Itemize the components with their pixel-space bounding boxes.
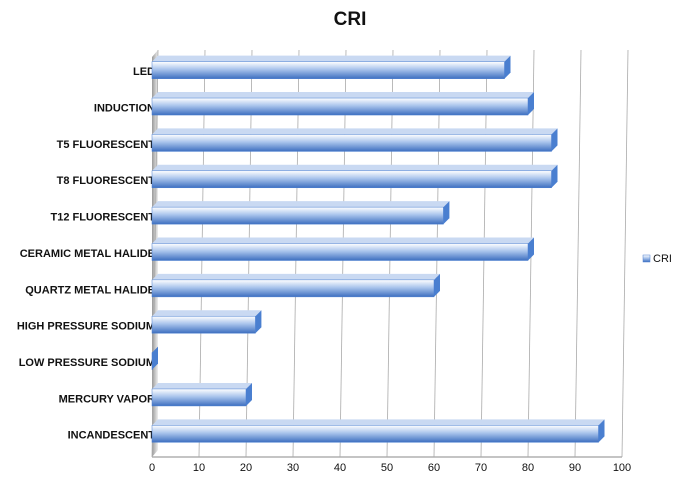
bar-face [551, 128, 558, 152]
x-tick-label: 30 [287, 462, 299, 474]
x-tick-label: 40 [334, 462, 346, 474]
y-tick-label: INCANDESCENT [68, 430, 156, 442]
bar [151, 382, 252, 407]
bar [151, 128, 558, 152]
bar-face [151, 170, 552, 189]
bar-face [151, 279, 435, 298]
x-tick-label: 70 [475, 462, 487, 474]
bar [151, 201, 450, 225]
bar-face [528, 237, 534, 261]
x-tick-label: 100 [613, 462, 631, 474]
bar [151, 237, 534, 261]
chart-title: CRI [334, 9, 367, 30]
bar-face [246, 382, 252, 406]
bar-face [151, 206, 444, 225]
y-tick-label: INDUCTION [94, 102, 155, 114]
bar-face [434, 273, 440, 297]
bar [151, 419, 605, 443]
x-tick-label: 50 [381, 462, 393, 474]
bar-face [152, 164, 558, 171]
y-tick-label: HIGH PRESSURE SODIUM [17, 321, 155, 333]
bar-face [152, 382, 252, 389]
y-tick-label: CERAMIC METAL HALIDE [20, 248, 155, 260]
x-tick-label: 20 [240, 462, 252, 474]
y-tick-label: LED [133, 66, 155, 78]
bar-face [152, 310, 262, 317]
bar-face [598, 419, 605, 443]
bar-face [551, 164, 558, 188]
bar-face [255, 310, 262, 334]
legend-label: CRI [653, 253, 672, 265]
x-tick-label: 60 [428, 462, 440, 474]
bar-face [151, 97, 529, 116]
y-tick-label: MERCURY VAPOR [59, 393, 155, 405]
y-tick-label: T12 FLUORESCENT [50, 212, 155, 224]
bar-face [152, 273, 440, 280]
x-tick-label: 80 [522, 462, 534, 474]
y-tick-label: T5 FLUORESCENT [57, 139, 156, 151]
bar-face [152, 92, 534, 99]
bar-face [443, 201, 450, 225]
bar-face [152, 55, 511, 62]
bar [151, 55, 511, 79]
bar-face [504, 55, 511, 79]
x-tick-label: 0 [149, 462, 155, 474]
grid-line [621, 49, 629, 458]
bar-face [152, 346, 158, 370]
bar-face [152, 237, 534, 244]
y-tick-label: LOW PRESSURE SODIUM [19, 357, 155, 369]
bar [151, 273, 440, 298]
bar-face [151, 61, 505, 79]
bar [151, 92, 534, 116]
x-tick-label: 10 [193, 462, 205, 474]
bar-face [152, 128, 558, 135]
bar [151, 310, 262, 334]
bar-face [528, 92, 534, 116]
bar-face [152, 201, 450, 208]
y-tick-label: QUARTZ METAL HALIDE [25, 284, 155, 296]
bar-face [151, 315, 256, 334]
x-tick-label: 90 [569, 462, 581, 474]
bar-face [152, 419, 605, 426]
grid-line [574, 49, 582, 458]
bar [151, 346, 158, 370]
bar-face [151, 352, 153, 370]
bar-face [151, 134, 552, 152]
legend-swatch [642, 254, 651, 263]
y-tick-label: T8 FLUORESCENT [57, 175, 156, 187]
bar-face [151, 243, 529, 261]
bar [151, 164, 558, 189]
bar-face [151, 425, 599, 443]
bar-face [151, 388, 247, 407]
